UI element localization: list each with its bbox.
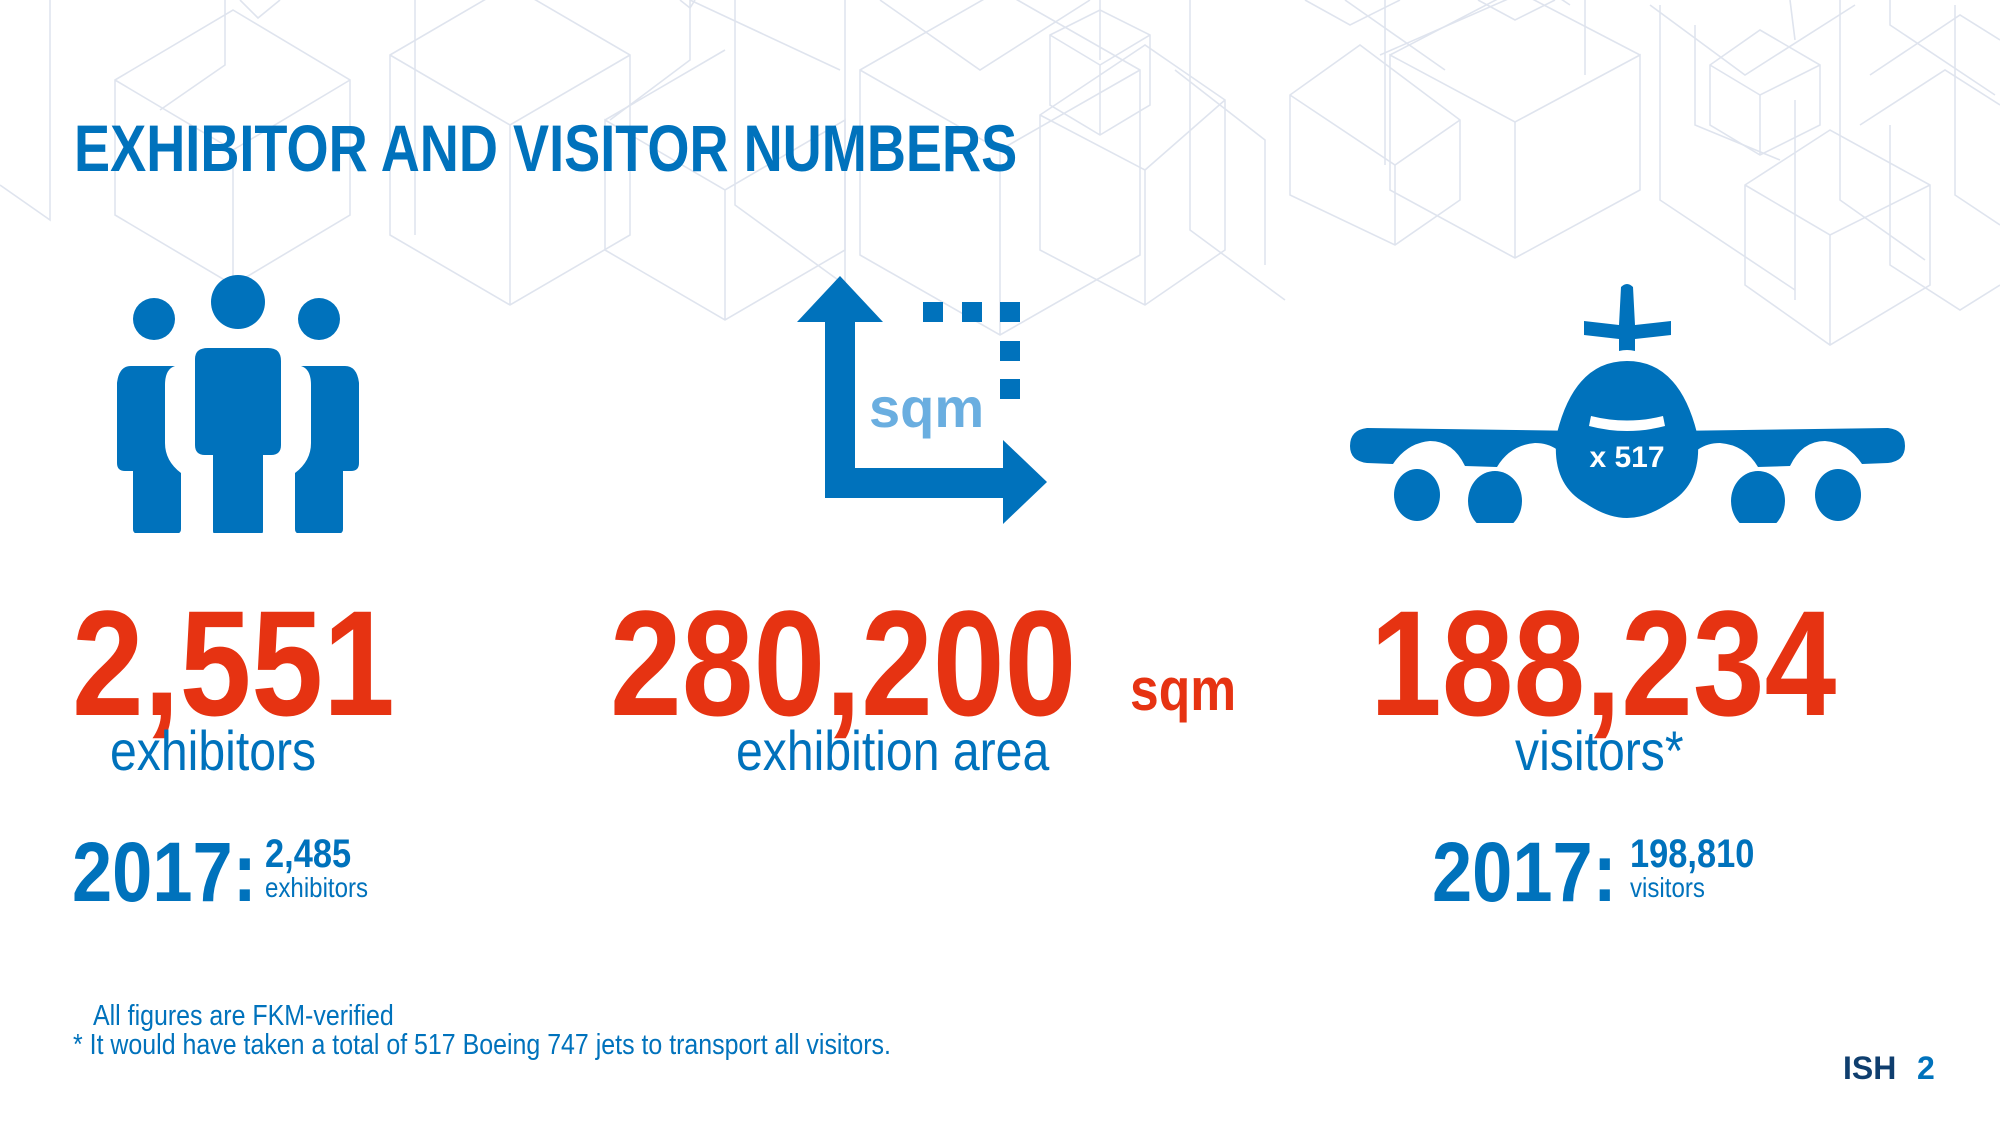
page-title: EXHIBITOR AND VISITOR NUMBERS bbox=[74, 111, 1018, 185]
page-number: 2 bbox=[1917, 1050, 1935, 1086]
footnote-verified: All figures are FKM-verified bbox=[93, 1000, 394, 1032]
people-group-icon bbox=[117, 275, 359, 533]
footnote-boeing: * It would have taken a total of 517 Boe… bbox=[73, 1029, 891, 1061]
visitors-2017-value: 198,810 bbox=[1630, 832, 1755, 876]
area-sqm-icon: sqm bbox=[797, 276, 1049, 528]
area-label: exhibition area bbox=[736, 719, 1050, 782]
exhibitors-label: exhibitors bbox=[110, 719, 317, 782]
airplane-multiplier-label: x 517 bbox=[1589, 441, 1665, 474]
exhibitors-2017-year: 2017: bbox=[72, 825, 257, 919]
exhibitors-2017-unit: exhibitors bbox=[265, 872, 369, 903]
visitors-2017-year: 2017: bbox=[1432, 825, 1617, 919]
exhibitors-value: 2,551 bbox=[72, 579, 395, 747]
brand-logo-text: ISH bbox=[1843, 1050, 1897, 1086]
exhibitors-2017-value: 2,485 bbox=[265, 832, 352, 876]
visitors-2017-unit: visitors bbox=[1630, 872, 1705, 903]
area-value-unit: sqm bbox=[1130, 656, 1237, 723]
sqm-icon-label: sqm bbox=[869, 376, 985, 439]
visitors-value: 188,234 bbox=[1370, 579, 1837, 747]
visitors-label: visitors* bbox=[1515, 719, 1684, 782]
area-value: 280,200 bbox=[610, 579, 1077, 747]
airplane-icon: x 517 bbox=[1345, 283, 1910, 523]
